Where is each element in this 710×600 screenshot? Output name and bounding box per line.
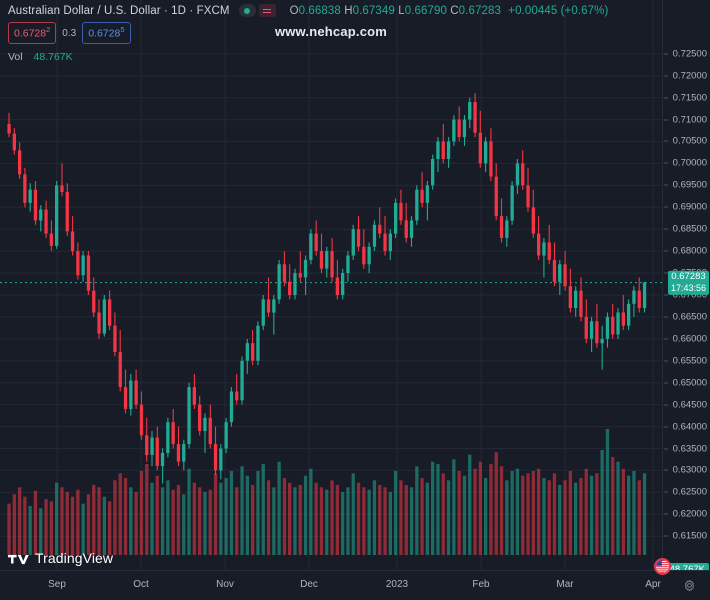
current-price-value: 0.67283 [671,270,706,282]
price-axis-tick: 0.72500 [672,48,707,60]
price-axis-tick-mark [664,97,668,99]
price-axis-tick-mark [664,404,668,406]
price-axis-tick-mark [664,228,668,230]
time-axis-tick: Oct [133,579,149,590]
time-axis-tick: Apr [645,579,661,590]
time-axis-tick: Feb [472,579,490,590]
price-axis-tick: 0.66000 [672,333,707,345]
time-axis-tick: Dec [300,579,318,590]
price-axis-tick-mark [664,491,668,493]
price-axis-tick-mark [664,206,668,208]
price-axis-tick-mark [664,469,668,471]
tradingview-wordmark: TradingView [35,550,114,566]
price-axis-tick: 0.71500 [672,92,707,104]
time-axis-tick: Nov [216,579,234,590]
price-axis-tick-mark [664,513,668,515]
price-axis-tick: 0.69000 [672,201,707,213]
price-axis-tick-mark [664,426,668,428]
price-axis-tick: 0.67000 [672,289,707,301]
candlestick-series [0,93,662,484]
current-price-time: 17:43:56 [670,282,706,293]
price-axis[interactable]: 0.67283 17:43:56 48.767K 0.725000.720000… [662,0,710,577]
price-axis-tick-mark [664,272,668,274]
price-axis-tick: 0.65000 [672,377,707,389]
time-axis-tick: Mar [556,579,574,590]
current-price-label: 0.67283 17:43:56 [667,270,709,295]
time-axis-tick: Sep [48,579,66,590]
price-axis-tick-mark [664,294,668,296]
price-axis-tick-mark [664,184,668,186]
price-axis-tick: 0.65500 [672,355,707,367]
tradingview-branding[interactable]: TradingView [8,550,113,566]
tradingview-logo-icon [8,554,29,565]
price-axis-tick: 0.63000 [672,464,707,476]
price-axis-tick: 0.64500 [672,399,707,411]
time-axis-tick: 2023 [385,579,409,590]
price-axis-tick-mark [664,119,668,121]
price-axis-tick: 0.63500 [672,443,707,454]
price-axis-tick: 0.62500 [672,486,707,498]
price-axis-tick-mark [664,382,668,384]
price-axis-tick-mark [664,338,668,340]
time-axis[interactable]: Sep Oct Nov Dec 2023 Feb Mar Apr [0,570,710,600]
price-axis-tick-mark [664,53,668,55]
volume-series [7,429,647,555]
price-axis-tick: 0.64000 [672,421,707,433]
price-axis-tick: 0.71000 [672,114,707,126]
price-axis-tick: 0.72000 [672,70,707,82]
price-axis-tick: 0.68500 [672,223,707,235]
price-axis-tick: 0.70500 [672,135,707,147]
price-axis-tick-mark [664,360,668,362]
price-axis-tick-mark [664,250,668,252]
price-axis-tick: 0.69500 [672,179,707,191]
price-axis-tick: 0.66500 [672,311,707,323]
us-flag-icon[interactable] [653,558,671,575]
price-axis-tick-mark [664,75,668,77]
price-axis-tick-mark [664,448,668,449]
price-axis-tick: 0.61500 [672,530,707,542]
price-axis-tick: 0.62000 [672,508,707,520]
price-axis-tick-mark [664,162,668,164]
price-axis-tick: 0.68000 [672,245,707,257]
settings-gear-icon[interactable] [683,579,696,592]
price-axis-tick-mark [664,535,668,537]
price-axis-tick: 0.70000 [672,157,707,169]
price-axis-tick-mark [664,316,668,318]
chart-plot-area[interactable] [0,0,662,570]
price-axis-tick-mark [664,140,668,142]
